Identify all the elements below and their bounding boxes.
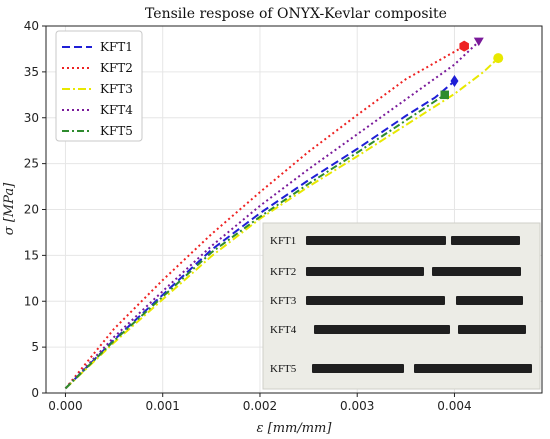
chart-title: Tensile respose of ONYX-Kevlar composite [145, 6, 447, 22]
specimen-piece [432, 267, 521, 276]
series-kft3 [64, 53, 504, 390]
x-tick-label: 0.002 [243, 399, 277, 413]
y-tick-label: 25 [24, 157, 39, 171]
y-tick-label: 10 [24, 294, 39, 308]
series-line [64, 80, 456, 390]
specimen-piece [414, 364, 532, 373]
x-tick-label: 0.001 [146, 399, 180, 413]
specimen-piece [306, 236, 446, 245]
series-line [64, 57, 499, 390]
specimen-piece [306, 296, 445, 305]
series-kft2 [64, 40, 469, 390]
inset-specimen-label: KFT3 [270, 295, 297, 307]
x-axis: 0.000 0.001 0.002 0.003 0.004 [48, 393, 472, 413]
x-axis-title: ε [mm/mm] [257, 421, 333, 436]
inset-specimen-label: KFT5 [270, 363, 297, 375]
y-tick-label: 20 [24, 203, 39, 217]
y-tick-label: 35 [24, 65, 39, 79]
series-end-marker [450, 75, 459, 88]
specimen-piece [306, 267, 424, 276]
series-end-marker [459, 40, 469, 52]
y-axis: 0 5 10 15 20 25 30 35 40 [24, 19, 46, 400]
specimen-photo-inset: KFT1 KFT2 KFT3 KFT4 KFT5 [262, 222, 541, 390]
series-layer [64, 37, 504, 390]
y-axis-title: σ [MPa] [2, 182, 17, 235]
series-line [64, 93, 446, 390]
inset-specimen-label: KFT4 [270, 324, 297, 336]
x-tick-label: 0.000 [48, 399, 82, 413]
legend-label: KFT5 [100, 124, 133, 138]
series-kft4 [64, 37, 484, 390]
legend-label: KFT3 [100, 82, 133, 96]
series-end-marker [493, 53, 504, 64]
legend-box [55, 30, 143, 142]
legend-items: KFT1 KFT2 KFT3 KFT4 KFT5 [62, 40, 133, 138]
legend: KFT1 KFT2 KFT3 KFT4 KFT5 [55, 30, 143, 142]
specimen-piece [312, 364, 404, 373]
specimen-piece [458, 325, 526, 334]
series-kft5 [64, 90, 449, 390]
legend-label: KFT2 [100, 61, 133, 75]
legend-label: KFT4 [100, 103, 133, 117]
inset-specimen-label: KFT1 [270, 235, 296, 247]
y-tick-label: 5 [31, 340, 39, 354]
x-tick-label: 0.004 [437, 399, 471, 413]
series-line [64, 45, 465, 390]
series-end-marker [473, 37, 484, 47]
y-tick-label: 30 [24, 111, 39, 125]
inset-specimen-label: KFT2 [270, 266, 296, 278]
specimen-piece [456, 296, 523, 305]
y-tick-label: 15 [24, 248, 39, 262]
inset-background [262, 222, 541, 390]
series-kft1 [64, 75, 459, 390]
specimen-piece [314, 325, 450, 334]
inset-rows: KFT1 KFT2 KFT3 KFT4 KFT5 [270, 235, 532, 375]
legend-label: KFT1 [100, 40, 133, 54]
y-tick-label: 40 [24, 19, 39, 33]
series-end-marker [440, 90, 449, 100]
specimen-piece [451, 236, 520, 245]
y-tick-label: 0 [31, 386, 39, 400]
x-tick-label: 0.003 [340, 399, 374, 413]
